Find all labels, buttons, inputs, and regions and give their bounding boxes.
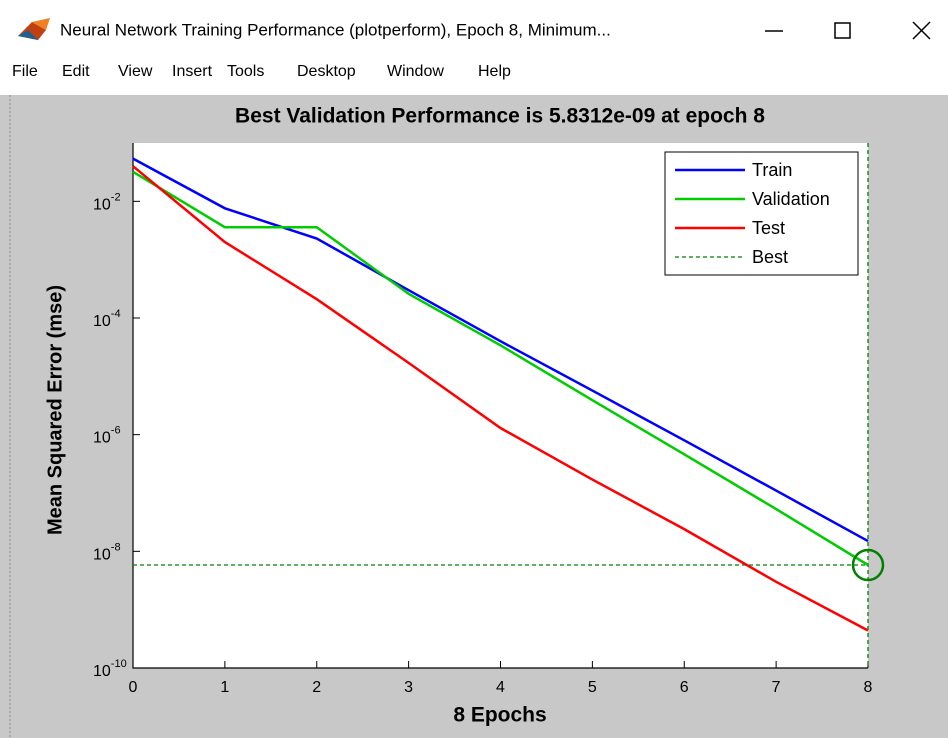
menu-item[interactable]: Edit	[62, 63, 90, 80]
window-title: Neural Network Training Performance (plo…	[60, 20, 611, 39]
legend-label: Test	[752, 218, 785, 238]
menu-bar: File Edit View Insert Tools Desktop Window Help	[12, 63, 511, 80]
series-line	[132, 170, 869, 567]
menu-item[interactable]: File	[12, 63, 38, 80]
x-tick-label: 1	[220, 679, 229, 696]
y-tick-exponent: -2	[111, 191, 121, 203]
x-axis-label: 8 Epochs	[453, 704, 546, 727]
y-tick-exponent: -6	[111, 425, 121, 437]
y-tick-label: 10-4	[93, 308, 121, 330]
menu-item[interactable]: Tools	[227, 63, 264, 80]
window-chrome	[0, 0, 948, 95]
x-tick-label: 3	[404, 679, 413, 696]
y-tick-base: 10	[93, 430, 111, 447]
y-tick-base: 10	[93, 547, 111, 564]
menu-item[interactable]: Desktop	[297, 63, 356, 80]
series-line	[132, 165, 869, 632]
x-tick-label: 2	[312, 679, 321, 696]
x-tick-label: 5	[588, 679, 597, 696]
x-tick-label: 8	[864, 679, 873, 696]
maximize-button[interactable]	[834, 22, 851, 39]
x-tick-label: 4	[496, 679, 505, 696]
legend-box	[664, 151, 859, 276]
legend-label: Validation	[752, 189, 830, 209]
y-tick-label: 10-6	[93, 425, 121, 447]
close-button[interactable]	[912, 21, 931, 40]
x-tick-label: 0	[129, 679, 138, 696]
x-tick-label: 7	[772, 679, 781, 696]
app-icon	[18, 18, 50, 40]
series-line	[132, 157, 869, 543]
chart-title: Best Validation Performance is 5.8312e-0…	[235, 105, 765, 128]
y-tick-exponent: -10	[111, 658, 127, 670]
menu-item[interactable]: View	[118, 63, 153, 80]
y-tick-base: 10	[93, 197, 111, 214]
x-tick-label: 6	[680, 679, 689, 696]
menu-item[interactable]: Help	[478, 63, 511, 80]
menu-item[interactable]: Insert	[172, 63, 213, 80]
y-tick-label: 10-8	[93, 541, 121, 563]
legend-label: Best	[752, 247, 788, 267]
y-tick-exponent: -4	[111, 308, 121, 320]
y-tick-base: 10	[93, 313, 111, 330]
menu-item[interactable]: Window	[387, 63, 444, 80]
y-tick-base: 10	[93, 663, 111, 680]
y-tick-label: 10-2	[93, 191, 121, 213]
legend-label: Train	[752, 160, 792, 180]
plot: 0 1 2 3 4 5 6 7 810-1010-810-610-410-2TrainValid…	[93, 143, 885, 696]
y-tick-label: 10-10	[93, 658, 127, 680]
y-tick-exponent: -8	[111, 541, 121, 553]
y-axis-label: Mean Squared Error (mse)	[44, 285, 66, 535]
best-marker	[851, 548, 885, 582]
